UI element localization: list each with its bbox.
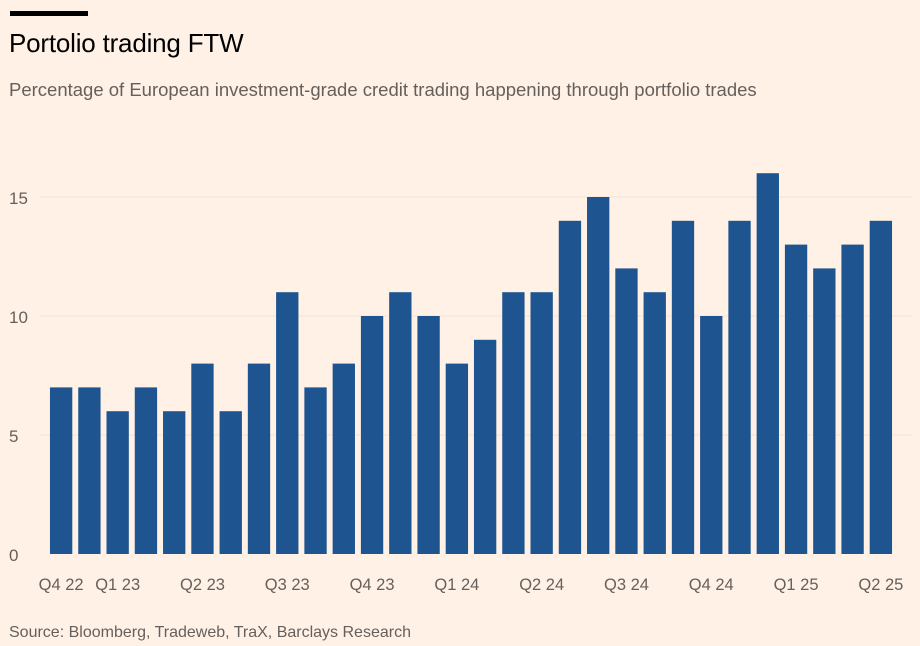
x-tick-label-q1-24: Q1 24 [434,576,479,594]
x-tick-label-q2-25: Q2 25 [858,576,903,594]
y-tick-label-15: 15 [9,189,28,208]
bar-25 [728,220,751,555]
bar-3 [106,411,129,554]
bar-11 [332,363,355,554]
bar-13 [389,292,412,554]
bar-24 [700,316,723,554]
bar-7 [219,411,242,554]
x-tick-label-q2-24: Q2 24 [519,576,564,594]
bar-2 [78,387,101,554]
x-tick-label-q3-23: Q3 23 [265,576,310,594]
chart-title: Portolio trading FTW [9,28,244,58]
bar-8 [247,363,271,554]
bar-22 [643,292,666,554]
bar-26 [756,173,779,554]
bar-5 [163,411,186,554]
y-tick-label-10: 10 [9,308,28,327]
bar-29 [841,244,864,554]
header-rule [10,11,88,16]
bar-6 [191,363,214,554]
bar-15 [445,363,469,554]
bar-30 [869,220,893,555]
bar-chart: 0 5 10 15 Q4 22 Q1 23 Q2 23 Q3 23 Q4 23 Q1 24 Q2 2… [9,173,912,594]
bar-4 [134,387,158,554]
bar-19 [558,220,582,555]
chart-subtitle: Percentage of European investment-grade … [9,79,757,100]
bar-23 [671,220,695,555]
source-note: Source: Bloomberg, Tradeweb, TraX, Barcl… [9,624,411,641]
bar-20 [587,197,610,554]
bar-17 [502,292,525,554]
bar-21 [615,268,638,554]
bar-10 [304,387,327,554]
bar-12 [360,316,384,554]
bar-28 [813,268,836,554]
bar-16 [473,339,497,554]
x-tick-label-q2-23: Q2 23 [180,576,225,594]
y-tick-label-5: 5 [9,427,18,446]
bar-27 [784,244,808,554]
x-tick-label-q4-23: Q4 23 [350,576,395,594]
x-tick-label-q4-22: Q4 22 [39,576,84,594]
bar-14 [417,316,440,554]
y-tick-label-0: 0 [9,546,18,565]
x-tick-label-q1-23: Q1 23 [95,576,140,594]
x-tick-label-q1-25: Q1 25 [774,576,819,594]
bar-9 [276,292,299,554]
x-tick-label-q4-24: Q4 24 [689,576,734,594]
bar-18 [530,292,553,554]
x-tick-label-q3-24: Q3 24 [604,576,649,594]
bar-1 [49,387,73,554]
